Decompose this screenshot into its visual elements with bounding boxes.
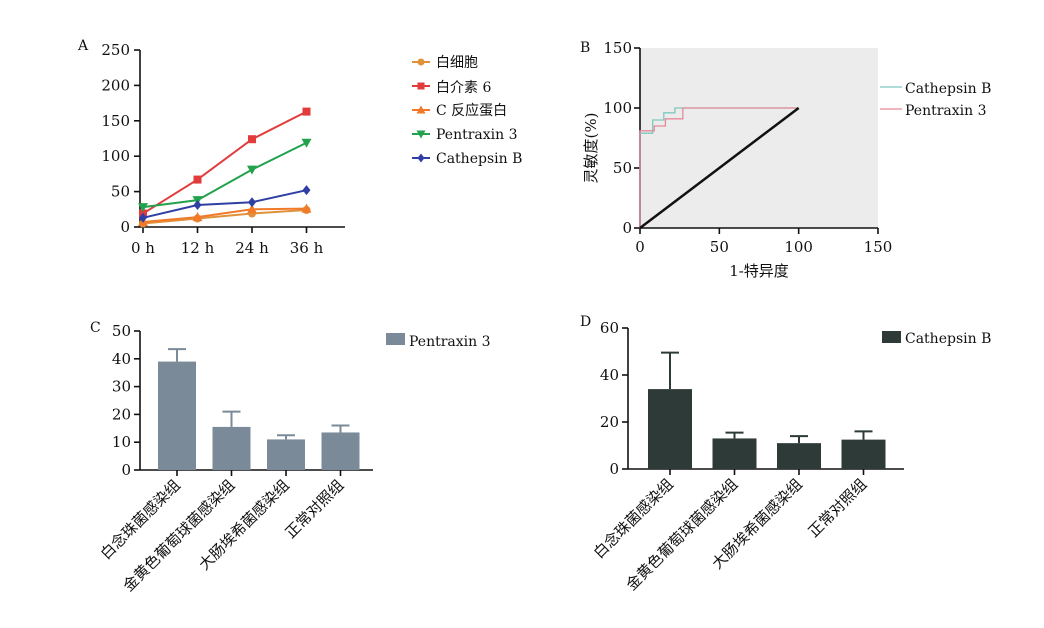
panel-a-data-point — [247, 204, 257, 214]
panel-a-y-tick-label: 100 — [101, 147, 130, 165]
panel-d-bar — [777, 443, 821, 469]
panel-c-y-tick-label: 20 — [112, 405, 131, 423]
panel-c-bar — [321, 432, 360, 470]
panel-b-x-tick-label: 50 — [710, 238, 729, 256]
panel-a-data-point — [192, 212, 203, 222]
panel-b-y-tick-label: 150 — [603, 39, 632, 57]
panel-a-legend-label-1: 白细胞 — [436, 55, 478, 71]
panel-d-y-tick-label: 0 — [609, 460, 619, 478]
panel-a-series-line — [142, 209, 307, 225]
panel-d-legend-swatch — [882, 331, 901, 343]
panel-b-x-tick-label: 150 — [864, 238, 893, 256]
panel-d-y-tick-label: 40 — [600, 366, 619, 384]
panel-a-legend-label-5: Cathepsin B — [436, 151, 522, 167]
panel-b-letter: B — [580, 40, 590, 56]
panel-b-legend-label-pentraxin: Pentraxin 3 — [905, 103, 987, 119]
panel-a-legend-marker — [416, 130, 426, 139]
panel-d-x-tick-label: 金黄色葡萄球菌感染组 — [623, 475, 742, 594]
panel-b-y-tick-label: 0 — [622, 219, 632, 237]
panel-a-data-point — [302, 107, 311, 116]
panel-a-data-point — [193, 175, 202, 184]
panel-b-reference-line — [639, 107, 800, 229]
panel-c-y-tick-label: 50 — [112, 322, 131, 340]
panel-d-bar — [712, 438, 757, 469]
panel-c-legend-swatch — [386, 333, 405, 345]
panel-c-bar — [212, 426, 251, 470]
panel-a-data-point — [301, 203, 312, 213]
panel-a-y-tick-label: 150 — [101, 112, 130, 130]
panel-b-x-tick-label: 0 — [635, 238, 645, 256]
panel-c-bar — [158, 361, 196, 470]
panel-a-data-point — [301, 138, 312, 148]
panel-b-y-tick-label: 100 — [603, 99, 632, 117]
panel-b-xlabel: 1-特异度 — [729, 262, 789, 280]
panel-a-data-point — [302, 185, 311, 196]
panel-c-letter: C — [90, 320, 101, 336]
panel-a-series-line — [142, 189, 307, 219]
panel-c-y-tick-label: 30 — [112, 378, 131, 396]
panel-d-y-tick-label: 60 — [600, 319, 619, 337]
panel-a-legend-marker — [417, 58, 425, 66]
panel-d-bar — [648, 389, 692, 469]
panel-b-x-tick-label: 100 — [784, 238, 813, 256]
panel-a-data-point — [248, 135, 256, 144]
panel-a-y-tick-label: 200 — [101, 76, 130, 94]
panel-d-legend-label: Cathepsin B — [905, 331, 991, 347]
panel-a-y-tick-label: 0 — [120, 218, 130, 236]
panel-a-legend-label-3: C 反应蛋白 — [436, 102, 507, 119]
panel-b-roc-curve — [639, 107, 799, 228]
panel-c-x-tick-label: 正常对照组 — [282, 476, 348, 542]
panel-a-data-point — [139, 212, 147, 223]
panel-c-y-tick-label: 10 — [112, 433, 131, 451]
panel-a-legend-marker — [416, 105, 426, 114]
panel-a-series-line — [142, 110, 307, 215]
panel-d-bar — [841, 439, 886, 469]
panel-c-legend-label: Pentraxin 3 — [409, 334, 491, 350]
panel-a-series-line — [142, 141, 307, 209]
panel-b-roc-curve — [639, 107, 799, 228]
panel-a-legend-marker — [417, 82, 425, 90]
panel-b-y-tick-label: 50 — [613, 159, 632, 177]
panel-a-y-tick-label: 250 — [101, 41, 130, 59]
panel-b-ylabel: 灵敏度(%) — [582, 113, 600, 184]
panel-a-letter: A — [77, 38, 89, 54]
panel-a-x-tick-label: 0 h — [131, 239, 155, 257]
panel-a-legend-label-2: 白介素 6 — [436, 80, 491, 96]
panel-d-x-tick-label: 正常对照组 — [805, 475, 871, 541]
panel-b-legend-label-cathepsin: Cathepsin B — [905, 81, 991, 97]
panel-a-data-point — [247, 165, 257, 175]
panel-a-data-point — [193, 200, 202, 211]
panel-a-y-tick-label: 50 — [111, 183, 130, 201]
panel-c-bar — [267, 439, 305, 470]
panel-a-x-tick-label: 24 h — [235, 239, 269, 257]
panel-a-x-tick-label: 12 h — [181, 239, 215, 257]
panel-c-y-tick-label: 0 — [121, 461, 131, 479]
panel-a-legend-marker — [417, 153, 425, 163]
panel-a-legend-label-4: Pentraxin 3 — [436, 127, 518, 143]
panel-a-data-point — [138, 203, 148, 213]
panel-a-x-tick-label: 36 h — [290, 239, 324, 257]
panel-d-y-tick-label: 20 — [600, 413, 619, 431]
panel-d-letter: D — [580, 314, 591, 330]
panel-c-y-tick-label: 40 — [112, 350, 131, 368]
panel-a-series-line — [142, 207, 307, 224]
panel-a-data-point — [248, 197, 256, 208]
